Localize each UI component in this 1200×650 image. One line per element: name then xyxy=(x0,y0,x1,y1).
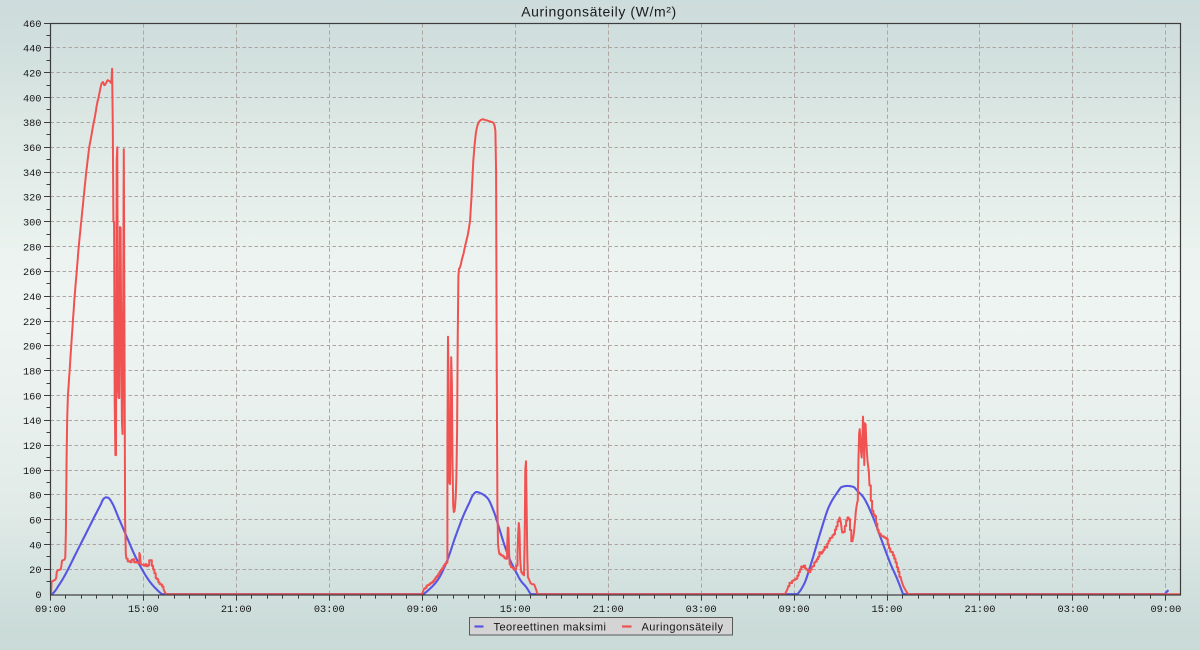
svg-text:280: 280 xyxy=(23,242,42,254)
svg-text:20: 20 xyxy=(29,565,41,577)
svg-text:03:00: 03:00 xyxy=(314,604,345,616)
svg-text:21:00: 21:00 xyxy=(965,604,996,616)
svg-text:Teoreettinen maksimi: Teoreettinen maksimi xyxy=(494,622,607,634)
svg-text:140: 140 xyxy=(23,416,42,428)
svg-text:Auringonsäteily: Auringonsäteily xyxy=(642,622,724,634)
svg-text:400: 400 xyxy=(23,93,42,105)
svg-text:21:00: 21:00 xyxy=(593,604,624,616)
svg-text:Auringonsäteily (W/m²): Auringonsäteily (W/m²) xyxy=(521,4,677,20)
svg-text:160: 160 xyxy=(23,391,42,403)
svg-text:460: 460 xyxy=(23,19,42,31)
svg-text:200: 200 xyxy=(23,342,42,354)
svg-text:03:00: 03:00 xyxy=(686,604,717,616)
svg-text:340: 340 xyxy=(23,168,42,180)
svg-text:260: 260 xyxy=(23,267,42,279)
svg-text:15:00: 15:00 xyxy=(872,604,903,616)
svg-text:360: 360 xyxy=(23,143,42,155)
svg-text:09:00: 09:00 xyxy=(407,604,438,616)
svg-text:440: 440 xyxy=(23,44,42,56)
svg-text:80: 80 xyxy=(29,491,41,503)
svg-text:100: 100 xyxy=(23,466,42,478)
svg-text:40: 40 xyxy=(29,540,41,552)
svg-text:09:00: 09:00 xyxy=(1150,604,1181,616)
svg-text:21:00: 21:00 xyxy=(221,604,252,616)
svg-text:0: 0 xyxy=(35,590,41,602)
svg-text:300: 300 xyxy=(23,218,42,230)
svg-text:15:00: 15:00 xyxy=(500,604,531,616)
svg-text:180: 180 xyxy=(23,367,42,379)
svg-text:420: 420 xyxy=(23,69,42,81)
svg-text:240: 240 xyxy=(23,292,42,304)
svg-text:380: 380 xyxy=(23,118,42,130)
svg-text:03:00: 03:00 xyxy=(1058,604,1089,616)
svg-text:09:00: 09:00 xyxy=(779,604,810,616)
svg-text:15:00: 15:00 xyxy=(128,604,159,616)
svg-text:60: 60 xyxy=(29,516,41,528)
svg-text:320: 320 xyxy=(23,193,42,205)
svg-text:220: 220 xyxy=(23,317,42,329)
svg-text:09:00: 09:00 xyxy=(35,604,66,616)
svg-text:120: 120 xyxy=(23,441,42,453)
